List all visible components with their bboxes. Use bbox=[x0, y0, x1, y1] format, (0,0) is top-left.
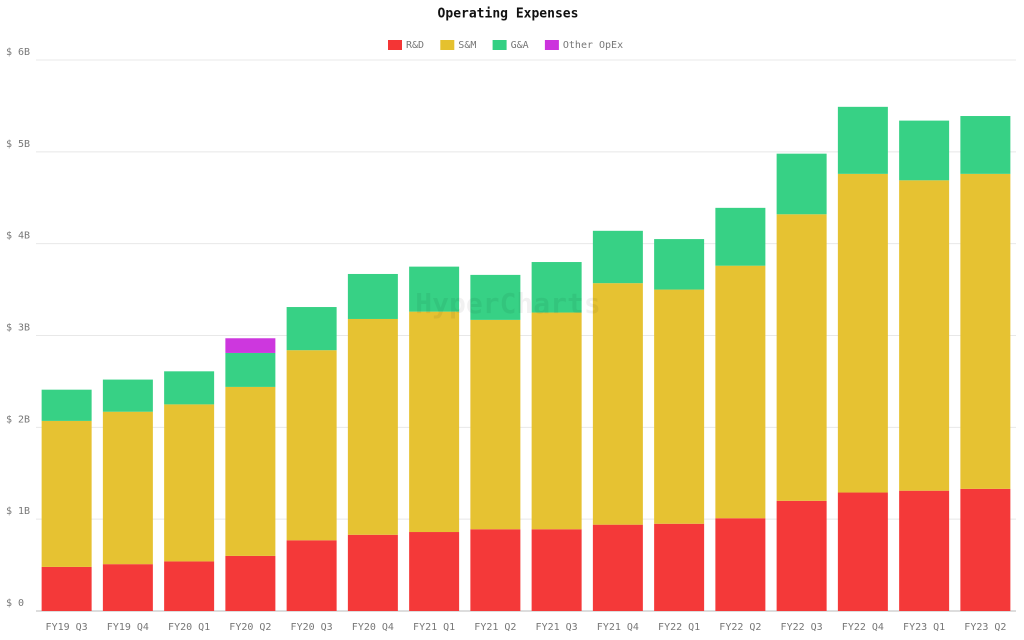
bar-segment bbox=[286, 540, 337, 611]
x-tick-label: FY20 Q2 bbox=[229, 622, 271, 633]
bar-segment bbox=[470, 319, 521, 530]
bar-segment bbox=[654, 239, 705, 290]
y-tick-label: $ 0 bbox=[6, 598, 24, 609]
bar-segment bbox=[654, 523, 705, 611]
bar-segment bbox=[960, 116, 1011, 174]
x-tick-label: FY23 Q2 bbox=[964, 622, 1006, 633]
bar-segment bbox=[409, 532, 460, 611]
y-tick-label: $ 5B bbox=[6, 139, 30, 150]
legend-label: Other OpEx bbox=[563, 40, 623, 51]
bar-segment bbox=[592, 283, 643, 525]
bar-segment bbox=[41, 566, 92, 611]
legend-swatch bbox=[388, 40, 402, 50]
bar-segment bbox=[286, 350, 337, 541]
bar-segment bbox=[102, 564, 153, 611]
bar-segment bbox=[531, 262, 582, 313]
bar-segment bbox=[470, 529, 521, 611]
x-tick-label: FY22 Q2 bbox=[719, 622, 761, 633]
bar-segment bbox=[531, 529, 582, 611]
legend-swatch bbox=[544, 40, 559, 50]
bar-segment bbox=[899, 120, 950, 181]
bar-segment bbox=[225, 352, 276, 387]
bar-segment bbox=[837, 492, 888, 611]
x-tick-label: FY21 Q4 bbox=[597, 622, 639, 633]
x-tick-label: FY20 Q3 bbox=[291, 622, 333, 633]
legend-label: R&D bbox=[406, 40, 424, 51]
bar-segment bbox=[899, 490, 950, 611]
bar-segment bbox=[592, 230, 643, 284]
bar-segment bbox=[715, 207, 766, 266]
y-tick-label: $ 3B bbox=[6, 323, 30, 334]
x-tick-label: FY20 Q4 bbox=[352, 622, 394, 633]
watermark: HyperCharts bbox=[415, 287, 600, 320]
bar-segment bbox=[470, 274, 521, 320]
bar-segment bbox=[347, 273, 398, 319]
bar-segment bbox=[715, 518, 766, 611]
bar-segment bbox=[837, 106, 888, 174]
y-tick-label: $ 6B bbox=[6, 47, 30, 58]
bar-segment bbox=[102, 379, 153, 412]
legend-label: S&M bbox=[458, 40, 476, 51]
bar-segment bbox=[531, 312, 582, 530]
bar-segment bbox=[102, 411, 153, 565]
bar-segment bbox=[225, 386, 276, 556]
x-tick-label: FY22 Q1 bbox=[658, 622, 700, 633]
bar-segment bbox=[899, 180, 950, 491]
bar-segment bbox=[225, 338, 276, 353]
legend-swatch bbox=[440, 40, 455, 50]
bar-segment bbox=[715, 265, 766, 519]
y-tick-label: $ 2B bbox=[6, 414, 30, 425]
x-tick-label: FY21 Q1 bbox=[413, 622, 455, 633]
bar-segment bbox=[960, 173, 1011, 489]
bar-segment bbox=[164, 371, 215, 405]
bar-segment bbox=[164, 404, 215, 562]
bar-segment bbox=[409, 266, 460, 312]
bar-segment bbox=[286, 307, 337, 351]
bar-segment bbox=[347, 318, 398, 535]
x-tick-label: FY19 Q4 bbox=[107, 622, 149, 633]
bar-segment bbox=[409, 311, 460, 533]
bar-segment bbox=[960, 488, 1011, 611]
legend-swatch bbox=[492, 40, 507, 50]
y-tick-label: $ 1B bbox=[6, 506, 30, 517]
bar-segment bbox=[347, 534, 398, 611]
bar-segment bbox=[776, 500, 827, 611]
x-tick-label: FY21 Q2 bbox=[474, 622, 516, 633]
bar-segment bbox=[41, 389, 92, 421]
bar-segment bbox=[654, 289, 705, 524]
bar-segment bbox=[837, 173, 888, 493]
bar-segment bbox=[41, 420, 92, 567]
legend-label: G&A bbox=[511, 40, 529, 51]
bar-segment bbox=[225, 555, 276, 611]
x-tick-label: FY21 Q3 bbox=[536, 622, 578, 633]
bar-segment bbox=[776, 153, 827, 215]
x-tick-label: FY22 Q3 bbox=[781, 622, 823, 633]
x-tick-label: FY22 Q4 bbox=[842, 622, 884, 633]
bar-segment bbox=[776, 214, 827, 501]
chart-title: Operating Expenses bbox=[438, 7, 579, 22]
y-tick-label: $ 4B bbox=[6, 231, 30, 242]
x-tick-label: FY19 Q3 bbox=[46, 622, 88, 633]
x-tick-label: FY20 Q1 bbox=[168, 622, 210, 633]
bar-segment bbox=[592, 524, 643, 611]
bar-segment bbox=[164, 561, 215, 611]
x-tick-label: FY23 Q1 bbox=[903, 622, 945, 633]
